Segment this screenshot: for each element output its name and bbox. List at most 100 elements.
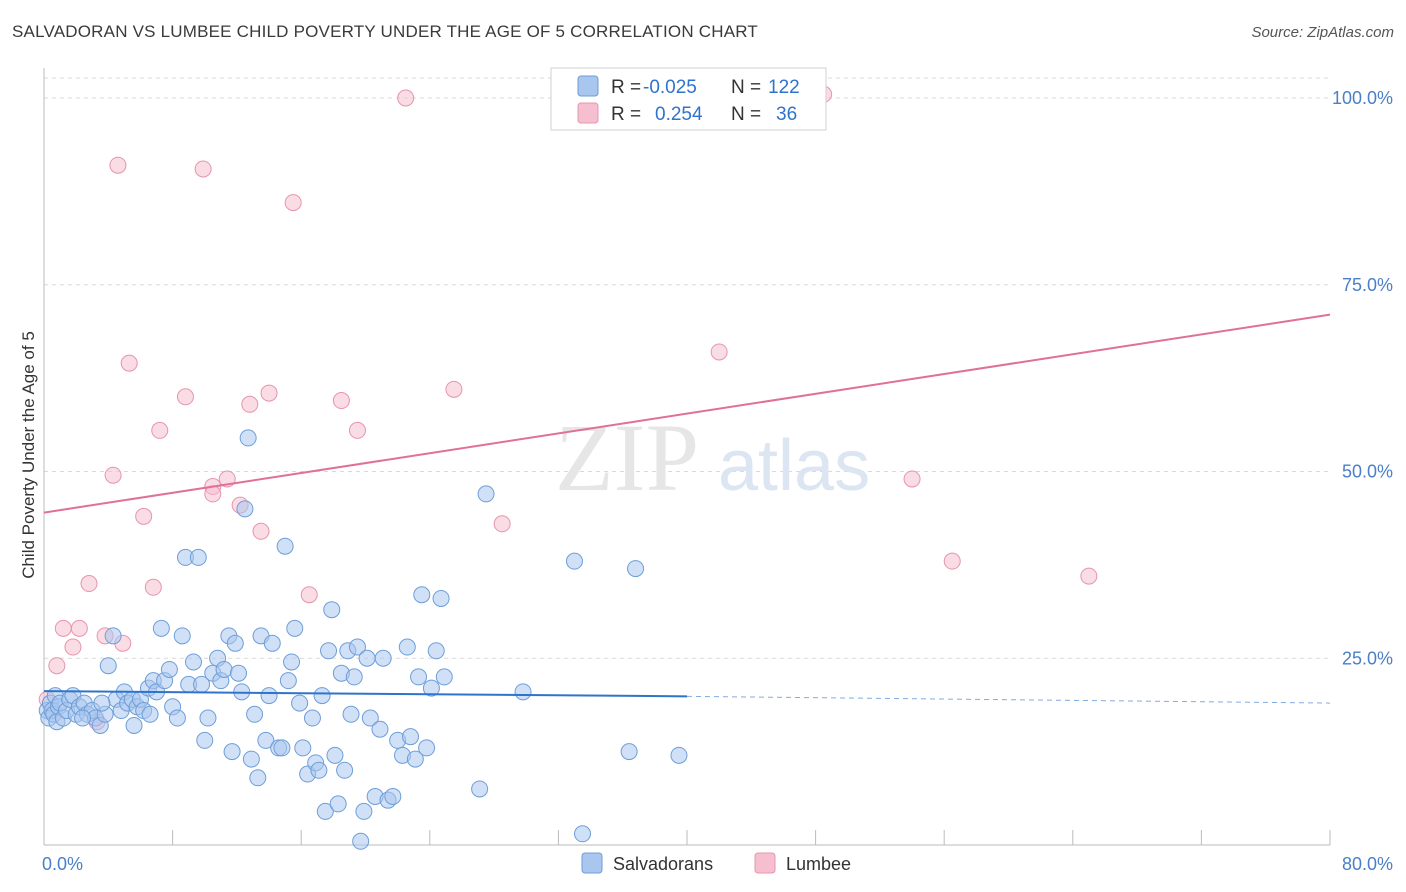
salvadoran-point bbox=[152, 619, 170, 637]
lumbee-point bbox=[48, 657, 66, 675]
salvadoran-point bbox=[345, 668, 363, 686]
lumbee-point bbox=[144, 578, 162, 596]
lumbee-point bbox=[194, 160, 212, 178]
lumbee-point bbox=[260, 384, 278, 402]
salvadoran-point bbox=[242, 750, 260, 768]
lumbee-point bbox=[710, 343, 728, 361]
bottom-legend-swatch-salvadorans bbox=[581, 852, 603, 874]
lumbee-point bbox=[493, 515, 511, 533]
bottom-legend: Salvadorans Lumbee bbox=[581, 852, 851, 874]
salvadoran-point bbox=[283, 653, 301, 671]
salvadoran-point bbox=[93, 694, 111, 712]
salvadoran-point bbox=[173, 627, 191, 645]
salvadoran-point bbox=[257, 731, 275, 749]
salvadoran-point bbox=[189, 548, 207, 566]
chart-source: Source: ZipAtlas.com bbox=[1251, 24, 1394, 41]
salvadoran-point bbox=[374, 649, 392, 667]
legend-r-value-1: -0.025 bbox=[643, 77, 697, 98]
lumbee-point bbox=[176, 388, 194, 406]
salvadoran-point bbox=[104, 627, 122, 645]
salvadoran-point bbox=[514, 683, 532, 701]
grid-lines bbox=[44, 77, 1330, 659]
salvadoran-point bbox=[239, 429, 257, 447]
bottom-legend-label-salvadorans: Salvadorans bbox=[613, 854, 713, 874]
legend-n-value-2: 36 bbox=[776, 104, 797, 125]
salvadoran-point bbox=[199, 709, 217, 727]
salvadoran-point bbox=[384, 787, 402, 805]
lumbee-point bbox=[300, 586, 318, 604]
salvadoran-point bbox=[230, 664, 248, 682]
legend-r-value-2: 0.254 bbox=[655, 104, 703, 125]
legend-n-label-2: N = bbox=[731, 104, 761, 125]
y-axis-label: Child Poverty Under the Age of 5 bbox=[19, 331, 38, 579]
legend-swatch-salvadorans bbox=[577, 75, 599, 97]
salvadoran-point bbox=[310, 761, 328, 779]
lumbee-point bbox=[241, 395, 259, 413]
salvadoran-point bbox=[329, 795, 347, 813]
salvadoran-point bbox=[160, 660, 178, 678]
lumbee-point bbox=[70, 619, 88, 637]
legend-box: R = -0.025 N = 122 R = 0.254 N = 36 bbox=[550, 67, 827, 131]
watermark-zip: ZIP bbox=[555, 404, 699, 511]
salvadoran-point bbox=[294, 739, 312, 757]
lumbee-point bbox=[397, 89, 415, 107]
salvadoran-point bbox=[348, 638, 366, 656]
lumbee-point bbox=[943, 552, 961, 570]
y-tick-label: 25.0% bbox=[1342, 648, 1393, 668]
salvadoran-point bbox=[361, 709, 379, 727]
y-tick-label: 100.0% bbox=[1332, 88, 1393, 108]
legend-n-value-1: 122 bbox=[768, 77, 800, 98]
salvadoran-point bbox=[276, 537, 294, 555]
legend-swatch-lumbee bbox=[577, 102, 599, 124]
legend-r-label-2: R = bbox=[611, 104, 641, 125]
x-tick-label: 0.0% bbox=[42, 854, 83, 874]
salvadoran-point bbox=[620, 743, 638, 761]
lumbee-trend-line bbox=[43, 313, 1331, 514]
salvadoran-point bbox=[565, 552, 583, 570]
salvadoran-point bbox=[410, 668, 428, 686]
salvadoran-point bbox=[471, 780, 489, 798]
lumbee-point bbox=[109, 156, 127, 174]
salvadoran-point bbox=[279, 672, 297, 690]
bottom-legend-label-lumbee: Lumbee bbox=[786, 854, 851, 874]
legend-r-label-1: R = bbox=[611, 77, 641, 98]
lumbee-point bbox=[1080, 567, 1098, 585]
salvadoran-point bbox=[574, 825, 592, 843]
salvadoran-point bbox=[355, 802, 373, 820]
salvadoran-trend-extension bbox=[686, 695, 1331, 704]
salvadoran-point bbox=[418, 739, 436, 757]
salvadoran-point bbox=[263, 634, 281, 652]
salvadoran-point bbox=[358, 649, 376, 667]
salvadoran-point bbox=[286, 619, 304, 637]
salvadoran-point bbox=[313, 687, 331, 705]
y-tick-label: 75.0% bbox=[1342, 275, 1393, 295]
salvadoran-point bbox=[316, 802, 334, 820]
tick-labels: 25.0% 50.0% 75.0% 100.0% 0.0% 80.0% bbox=[42, 88, 1393, 874]
salvadoran-point bbox=[184, 653, 202, 671]
lumbee-point bbox=[80, 575, 98, 593]
salvadoran-point bbox=[125, 716, 143, 734]
salvadoran-point bbox=[260, 687, 278, 705]
salvadoran-point bbox=[168, 709, 186, 727]
trend-lines bbox=[43, 313, 1331, 704]
salvadoran-point bbox=[74, 709, 92, 727]
salvadoran-point bbox=[323, 601, 341, 619]
salvadoran-point bbox=[422, 679, 440, 697]
salvadoran-point bbox=[141, 705, 159, 723]
salvadoran-points bbox=[38, 429, 688, 850]
legend-n-label-1: N = bbox=[731, 77, 761, 98]
bottom-legend-swatch-lumbee bbox=[754, 852, 776, 874]
salvadoran-point bbox=[223, 743, 241, 761]
lumbee-point bbox=[903, 470, 921, 488]
lumbee-point bbox=[151, 421, 169, 439]
x-tick-label: 80.0% bbox=[1342, 854, 1393, 874]
salvadoran-point bbox=[236, 500, 254, 518]
salvadoran-point bbox=[427, 642, 445, 660]
salvadoran-point bbox=[196, 731, 214, 749]
salvadoran-point bbox=[303, 709, 321, 727]
salvadoran-point bbox=[215, 660, 233, 678]
salvadoran-point bbox=[352, 832, 370, 850]
salvadoran-point bbox=[413, 586, 431, 604]
lumbee-point bbox=[64, 638, 82, 656]
